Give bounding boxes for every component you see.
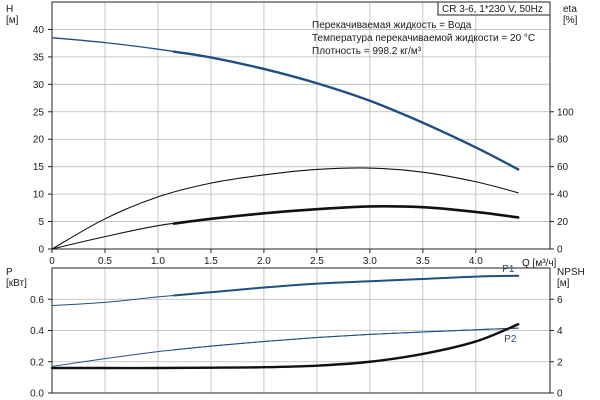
x-tick-label: 4.0: [469, 256, 483, 267]
y-tick-label-head: 20: [33, 135, 45, 146]
bottom-axis-ticks: 0.0 0.2 0.4 0.6 0 2 4 6: [30, 295, 563, 400]
y-tick-label-head: 30: [33, 80, 45, 91]
p1-series-label: P1: [502, 264, 515, 275]
info-line-density: Плотность = 998.2 кг/м³: [312, 46, 422, 57]
info-line-temperature: Температура перекачиваемой жидкости = 20…: [312, 33, 535, 44]
y2-axis-title-npsh: NPSH [м]: [557, 267, 585, 289]
top-h-duty-range: [172, 50, 520, 171]
x-tick-label: 3.0: [363, 256, 377, 267]
y2-tick-label-eta: 60: [557, 162, 569, 173]
top-plot-frame: [51, 1, 551, 250]
y-tick-label-power: 0.4: [30, 326, 44, 337]
y-tick-label-head: 5: [38, 217, 44, 228]
y-tick-label-power: 0.6: [30, 295, 44, 306]
bottom-p2-duty-range: [173, 327, 519, 351]
top-series: [51, 37, 520, 250]
model-label-box: [437, 1, 551, 16]
top-eta-total-curve: [51, 167, 519, 250]
y-tick-label-power: 0.0: [30, 389, 44, 400]
info-line-liquid: Перекачиваемая жидкость = Вода: [312, 20, 472, 31]
x-tick-label: 2.5: [310, 256, 324, 267]
y2-tick-label-eta: 100: [557, 107, 574, 118]
y2-tick-label-npsh: 0: [557, 389, 563, 400]
top-eta-pump-duty-range: [172, 204, 520, 225]
y-tick-label-head: 25: [33, 107, 45, 118]
y-tick-label-head: 15: [33, 162, 45, 173]
y2-tick-label-eta: 0: [557, 245, 563, 256]
y-tick-label-head: 35: [33, 52, 45, 63]
y-axis-title-head: H [м]: [6, 4, 19, 26]
y-tick-label-head: 40: [33, 25, 45, 36]
model-label: CR 3-6, 1*230 V, 50Hz: [442, 4, 543, 15]
y-tick-label-head: 0: [38, 245, 44, 256]
top-grid: [51, 2, 550, 249]
y2-axis-title-eta: eta [%]: [563, 4, 578, 26]
x-tick-label: 1.0: [151, 256, 165, 267]
y-tick-label-head: 10: [33, 190, 45, 201]
head-efficiency-panel: 0 0.5 1.0 1.5 2.0 2.5 3.0 3.5 4.0 0 5 10 15 20 25 30 35 4…: [6, 1, 578, 269]
y-tick-label-power: 0.2: [30, 357, 44, 368]
x-tick-label: 1.5: [204, 256, 218, 267]
y2-tick-label-npsh: 2: [557, 357, 563, 368]
y-axis-title-power: P [кВт]: [6, 267, 27, 289]
x-tick-label: 0: [49, 256, 55, 267]
bottom-npsh-duty-range: [50, 323, 520, 370]
bottom-series: P1 P2: [50, 264, 520, 370]
p2-series-label: P2: [504, 334, 517, 345]
y2-tick-label-eta: 40: [557, 190, 569, 201]
power-npsh-panel: 0.0 0.2 0.4 0.6 0 2 4 6 P1 P2 P [кВт] NPSH [м]: [6, 264, 585, 400]
y2-tick-label-npsh: 4: [557, 326, 563, 337]
bottom-p1-duty-range: [172, 274, 520, 297]
x-tick-label: 2.0: [257, 256, 271, 267]
x-axis-title: Q [м³/ч]: [522, 258, 557, 269]
top-axis-ticks: 0 0.5 1.0 1.5 2.0 2.5 3.0 3.5 4.0 0 5 10 15 20 25 30 35 4…: [33, 25, 574, 267]
y2-tick-label-eta: 20: [557, 217, 569, 228]
y2-tick-label-npsh: 6: [557, 295, 563, 306]
x-tick-label: 3.5: [416, 256, 430, 267]
x-tick-label: 0.5: [98, 256, 112, 267]
y2-tick-label-eta: 80: [557, 135, 569, 146]
